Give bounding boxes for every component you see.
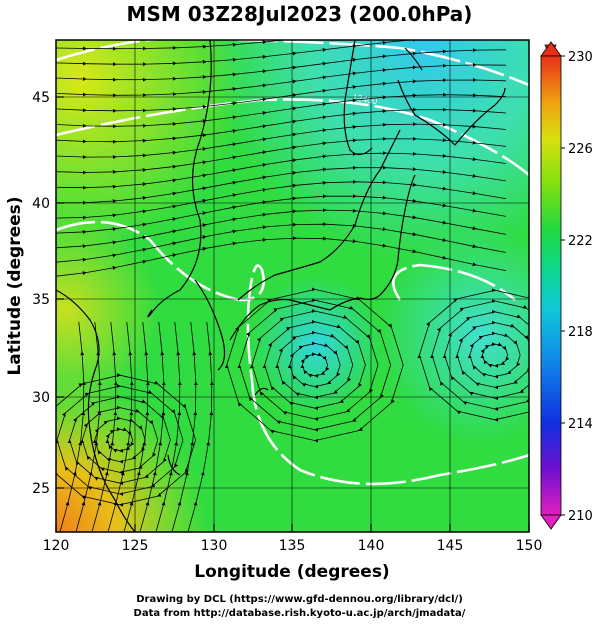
streamline <box>56 236 507 277</box>
colorbar-ramp <box>540 55 562 516</box>
streamline <box>187 321 214 532</box>
graticule <box>56 40 529 532</box>
y-tick-label: 25 <box>32 481 50 497</box>
x-tick-label: 145 <box>437 538 464 554</box>
y-tick-label: 45 <box>32 90 50 106</box>
x-tick-label: 120 <box>43 538 70 554</box>
colorbar-tick-label: 218 <box>568 325 593 340</box>
y-tick-labels: 25 30 35 40 45 <box>32 90 50 497</box>
colorbar-top-triangle <box>540 41 562 57</box>
x-tick-label: 150 <box>516 538 543 554</box>
map-title: MSM 03Z28Jul2023 (200.0hPa) <box>126 2 473 26</box>
colorbar-tick-label: 230 <box>568 50 593 65</box>
y-axis-title: Latitude (degrees) <box>5 196 25 375</box>
credit-drawing: Drawing by DCL (https://www.gfd-dennou.o… <box>136 594 463 605</box>
x-tick-label: 125 <box>122 538 149 554</box>
tick-marks <box>55 96 530 532</box>
y-tick-label: 35 <box>32 292 50 308</box>
colorbar: 230 226 222 218 214 210 <box>540 41 593 530</box>
x-tick-label: 140 <box>358 538 385 554</box>
colorbar-tick-label: 210 <box>568 509 593 524</box>
streamline <box>417 288 529 422</box>
credit-data: Data from http://database.rish.kyoto-u.a… <box>133 608 466 619</box>
colorbar-bottom-triangle <box>540 514 562 530</box>
coastlines <box>56 40 506 532</box>
x-tick-label: 130 <box>201 538 228 554</box>
x-tick-label: 135 <box>279 538 306 554</box>
streamline <box>224 287 404 443</box>
y-tick-label: 30 <box>32 390 50 406</box>
colorbar-tick-label: 226 <box>568 142 593 157</box>
colorbar-tick-label: 214 <box>568 417 593 432</box>
x-axis-title: Longitude (degrees) <box>194 562 389 582</box>
shaded-field: 12400 <box>56 40 529 532</box>
y-tick-label: 40 <box>32 196 50 212</box>
x-tick-labels: 120 125 130 135 140 145 150 <box>43 538 543 554</box>
colorbar-tick-label: 222 <box>568 234 593 249</box>
